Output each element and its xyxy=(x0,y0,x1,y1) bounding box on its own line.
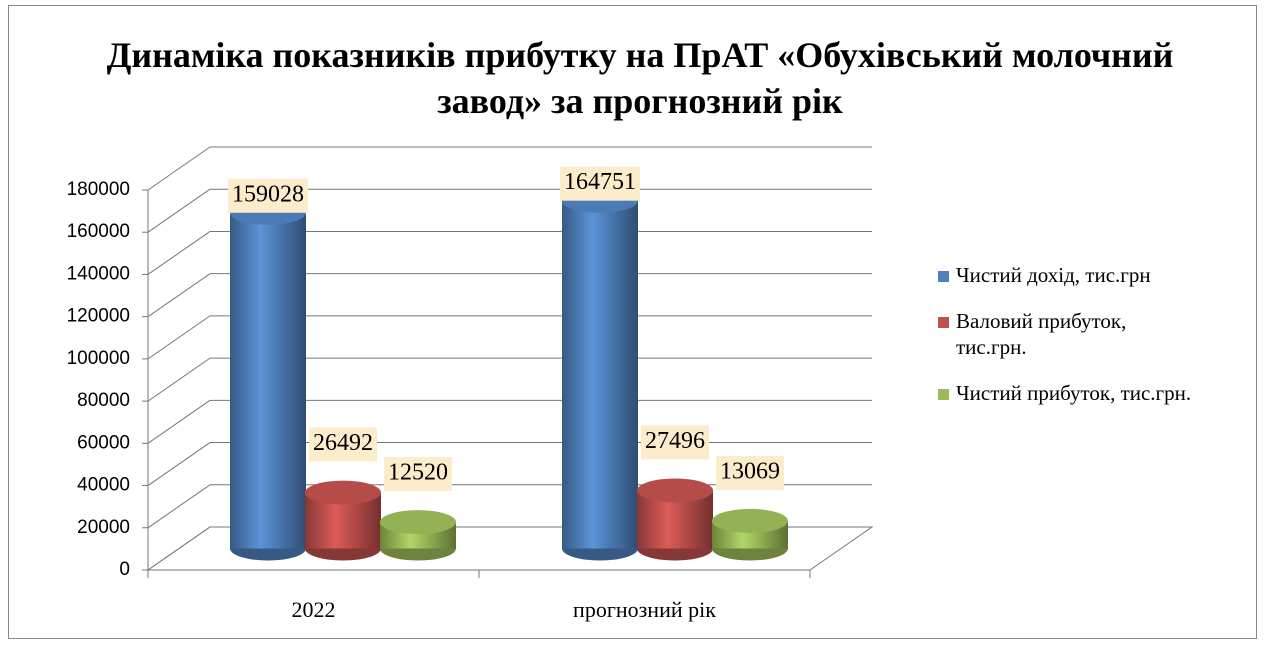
data-label-box xyxy=(641,425,709,460)
bar-top xyxy=(712,508,788,533)
grid-line xyxy=(147,315,211,360)
data-label-box xyxy=(716,455,784,490)
data-label: 27496 xyxy=(645,428,705,454)
y-tick-label: 0 xyxy=(119,559,130,580)
legend-item: Чистий прибуток, тис.грн. xyxy=(938,380,1200,406)
grid-line xyxy=(147,399,211,444)
y-tick-label: 20000 xyxy=(77,517,130,538)
legend-swatch xyxy=(938,317,949,328)
data-label-box xyxy=(560,166,640,201)
legend: Чистий дохід, тис.грн Валовий прибуток, т… xyxy=(938,262,1200,426)
y-tick-label: 120000 xyxy=(67,306,130,327)
bar-top xyxy=(380,510,456,535)
data-label-box xyxy=(384,457,452,492)
data-label: 159028 xyxy=(232,181,304,207)
chart-frame xyxy=(8,5,1257,639)
y-tick-label: 100000 xyxy=(67,348,130,369)
bar xyxy=(562,200,638,549)
legend-item: Валовий прибуток, тис.грн. xyxy=(938,308,1200,360)
grid-line xyxy=(147,357,211,402)
legend-swatch xyxy=(938,389,949,400)
data-label: 164751 xyxy=(564,169,636,195)
y-tick-label: 80000 xyxy=(77,390,130,411)
y-tick-label: 140000 xyxy=(67,263,130,284)
bar xyxy=(230,212,306,549)
grid-line xyxy=(147,146,211,191)
legend-item: Чистий дохід, тис.грн xyxy=(938,262,1200,288)
x-tick-label: 2022 xyxy=(292,597,336,622)
data-label: 12520 xyxy=(388,460,448,486)
y-tick-label: 180000 xyxy=(67,179,130,200)
y-tick-label: 160000 xyxy=(67,221,130,242)
grid-line xyxy=(147,231,211,275)
grid-line xyxy=(147,188,211,233)
grid-line xyxy=(147,484,211,529)
legend-label: Чистий дохід, тис.грн xyxy=(956,263,1151,287)
data-label-box xyxy=(309,427,377,462)
bar-top xyxy=(637,478,713,503)
grid-line xyxy=(147,526,211,571)
legend-label: Валовий прибуток, тис.грн. xyxy=(956,309,1127,359)
data-label: 13069 xyxy=(720,458,780,484)
grid-line xyxy=(147,273,211,318)
legend-swatch xyxy=(938,271,949,282)
y-tick-label: 60000 xyxy=(77,432,130,453)
data-label: 26492 xyxy=(313,430,373,456)
legend-label: Чистий прибуток, тис.грн. xyxy=(956,381,1192,405)
x-tick-label: прогнозний рік xyxy=(573,597,716,622)
chart-title: Динаміка показників прибутку на ПрАТ «Об… xyxy=(106,35,1174,121)
y-tick-label: 40000 xyxy=(77,475,130,496)
data-label-box xyxy=(228,178,308,213)
grid-line xyxy=(147,442,211,486)
bar-top xyxy=(305,480,381,505)
